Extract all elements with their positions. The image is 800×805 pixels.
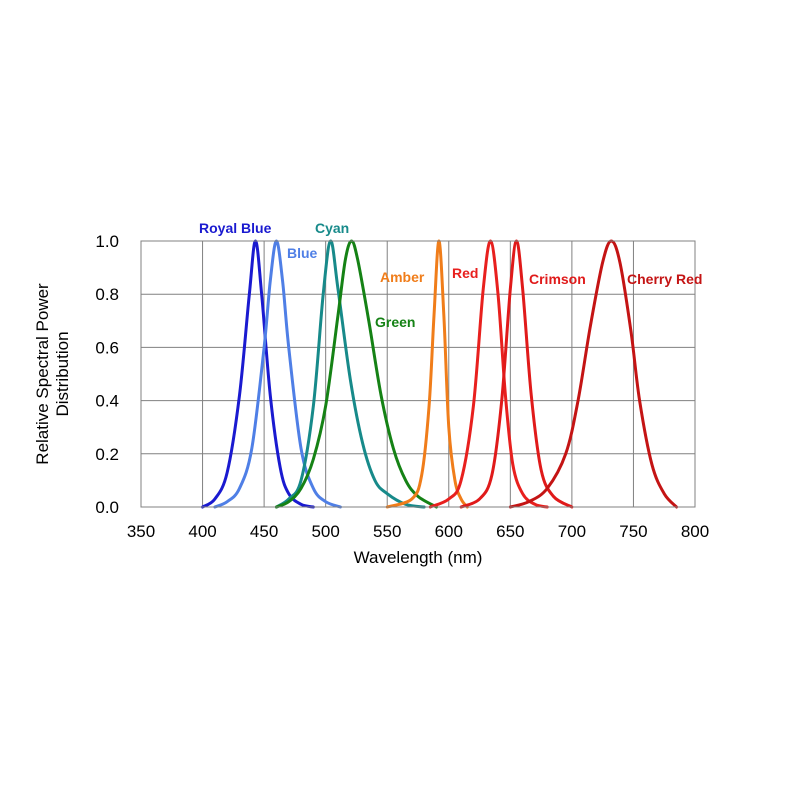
y-axis-title-line: Distribution (53, 331, 72, 416)
series-label-cherry-red: Cherry Red (627, 271, 702, 287)
y-tick-label: 0.4 (95, 392, 119, 411)
series-label-cyan: Cyan (315, 220, 349, 236)
series-line-red (428, 239, 549, 509)
x-tick-label: 450 (250, 522, 278, 541)
series-label-royal-blue: Royal Blue (199, 220, 272, 236)
series-label-blue: Blue (287, 245, 318, 261)
x-tick-label: 550 (373, 522, 401, 541)
series-label-green: Green (375, 314, 415, 330)
series-labels: Royal Blue Blue Cyan Green Amber Red Crimson Ch… (199, 220, 702, 330)
series-label-crimson: Crimson (529, 271, 586, 287)
y-axis-title-line: Relative Spectral Power (33, 283, 52, 465)
x-tick-label: 650 (496, 522, 524, 541)
y-tick-label: 0.0 (95, 498, 119, 517)
series-line-cyan (274, 239, 426, 509)
y-tick-label: 0.2 (95, 445, 119, 464)
x-tick-label: 600 (435, 522, 463, 541)
x-tick-label: 500 (311, 522, 339, 541)
x-tick-label: 750 (619, 522, 647, 541)
series-label-red: Red (452, 265, 478, 281)
plot-frame (140, 240, 696, 508)
x-tick-label: 800 (681, 522, 709, 541)
series-line-cherry-red (508, 239, 679, 509)
y-axis-title: Relative Spectral PowerDistribution (33, 283, 72, 465)
y-tick-label: 0.6 (95, 338, 119, 357)
x-tick-label: 700 (558, 522, 586, 541)
x-tick-label: 400 (188, 522, 216, 541)
y-tick-label: 1.0 (95, 232, 119, 251)
series-line-royal-blue (201, 239, 315, 509)
x-tick-label: 350 (127, 522, 155, 541)
x-axis-title: Wavelength (nm) (354, 548, 483, 567)
series-label-amber: Amber (380, 269, 425, 285)
y-tick-label: 0.8 (95, 285, 119, 304)
tick-labels: 350 400 450 500 550 600 650 700 750 800 0.0 0.2 0.4 0… (95, 232, 709, 541)
